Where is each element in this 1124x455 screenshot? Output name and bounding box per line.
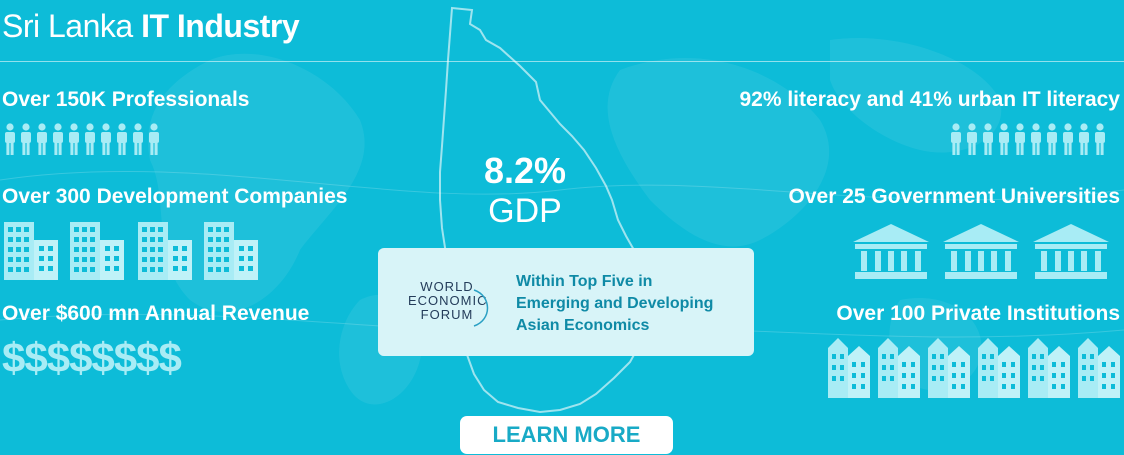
person-icon bbox=[37, 123, 47, 155]
companies-icon-row bbox=[4, 222, 260, 280]
wef-text-line: Within Top Five in bbox=[516, 273, 653, 290]
wef-logo-line: ECONOMIC bbox=[408, 293, 488, 308]
universities-icon-row bbox=[853, 224, 1119, 280]
person-icon bbox=[101, 123, 111, 155]
wef-logo-arc-icon bbox=[473, 289, 489, 327]
office-building-icon bbox=[138, 222, 192, 280]
stat-private-institutions: Over 100 Private Institutions bbox=[836, 302, 1120, 325]
university-building-icon bbox=[943, 224, 1019, 279]
page-title-prefix: Sri Lanka bbox=[2, 8, 142, 44]
person-icon bbox=[133, 123, 143, 155]
person-icon bbox=[999, 123, 1009, 155]
person-icon bbox=[21, 123, 31, 155]
page-title: Sri Lanka IT Industry bbox=[2, 8, 300, 45]
institution-building-icon bbox=[828, 338, 870, 398]
gdp-label: GDP bbox=[488, 192, 562, 230]
person-icon bbox=[1063, 123, 1073, 155]
university-building-icon bbox=[1033, 224, 1109, 279]
stat-professionals: Over 150K Professionals bbox=[2, 88, 250, 111]
person-icon bbox=[1015, 123, 1025, 155]
person-icon bbox=[951, 123, 961, 155]
page-title-strong: IT Industry bbox=[141, 8, 300, 44]
dollar-sign-icons: $$$$$$$$ bbox=[2, 334, 182, 381]
institutions-icon-row bbox=[824, 334, 1124, 398]
person-icon bbox=[967, 123, 977, 155]
sri-lanka-outline bbox=[439, 6, 647, 414]
gdp-value: 8.2% bbox=[483, 150, 567, 191]
person-icon bbox=[117, 123, 127, 155]
title-divider bbox=[0, 61, 1124, 62]
office-building-icon bbox=[204, 222, 258, 280]
office-building-icon bbox=[70, 222, 124, 280]
person-icon bbox=[69, 123, 79, 155]
wef-logo-line: WORLD bbox=[420, 279, 474, 294]
person-icon bbox=[983, 123, 993, 155]
stat-literacy: 92% literacy and 41% urban IT literacy bbox=[739, 88, 1120, 111]
wef-text-line: Emerging and Developing bbox=[516, 295, 714, 312]
wef-logo-line: FORUM bbox=[420, 307, 474, 322]
stat-government-universities: Over 25 Government Universities bbox=[788, 185, 1120, 208]
person-icon bbox=[1095, 123, 1105, 155]
institution-building-icon bbox=[1078, 338, 1120, 398]
university-building-icon bbox=[853, 224, 929, 279]
wef-description: Within Top Five in Emerging and Developi… bbox=[516, 271, 746, 337]
institution-building-icon bbox=[878, 338, 920, 398]
office-building-icon bbox=[4, 222, 58, 280]
wef-logo: WORLD ECONOMIC FORUM bbox=[408, 279, 489, 327]
person-icon bbox=[1079, 123, 1089, 155]
institution-building-icon bbox=[928, 338, 970, 398]
stat-revenue: Over $600 mn Annual Revenue bbox=[2, 302, 310, 325]
professionals-icon-row bbox=[4, 123, 166, 157]
person-icon bbox=[1031, 123, 1041, 155]
literacy-icon-row bbox=[950, 123, 1112, 157]
institution-building-icon bbox=[978, 338, 1020, 398]
person-icon bbox=[149, 123, 159, 155]
person-icon bbox=[1047, 123, 1057, 155]
stat-companies: Over 300 Development Companies bbox=[2, 185, 348, 208]
wef-card: WORLD ECONOMIC FORUM Within Top Five in … bbox=[378, 248, 754, 356]
person-icon bbox=[5, 123, 15, 155]
person-icon bbox=[85, 123, 95, 155]
institution-building-icon bbox=[1028, 338, 1070, 398]
wef-text-line: Asian Economics bbox=[516, 317, 650, 334]
learn-more-button[interactable]: LEARN MORE bbox=[460, 416, 673, 454]
person-icon bbox=[53, 123, 63, 155]
